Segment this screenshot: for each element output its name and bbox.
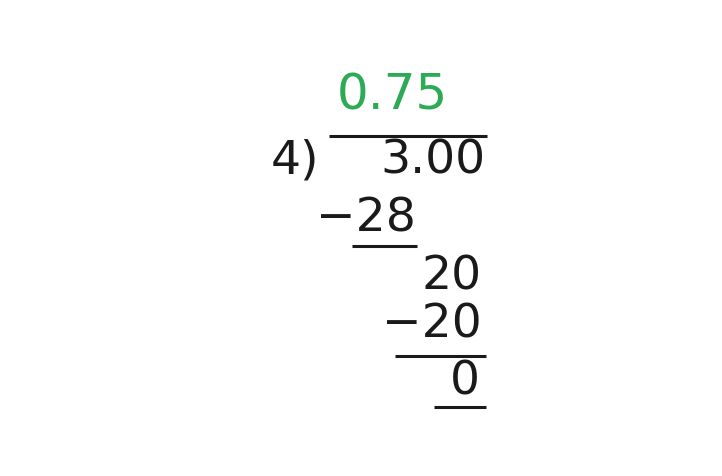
Text: 0.75: 0.75 <box>337 71 448 119</box>
Text: 3.00: 3.00 <box>380 139 485 184</box>
Text: −28: −28 <box>316 196 416 241</box>
Text: 20: 20 <box>422 254 482 299</box>
Text: 0: 0 <box>450 359 480 405</box>
Text: 4): 4) <box>270 139 319 184</box>
Text: −20: −20 <box>382 303 482 347</box>
